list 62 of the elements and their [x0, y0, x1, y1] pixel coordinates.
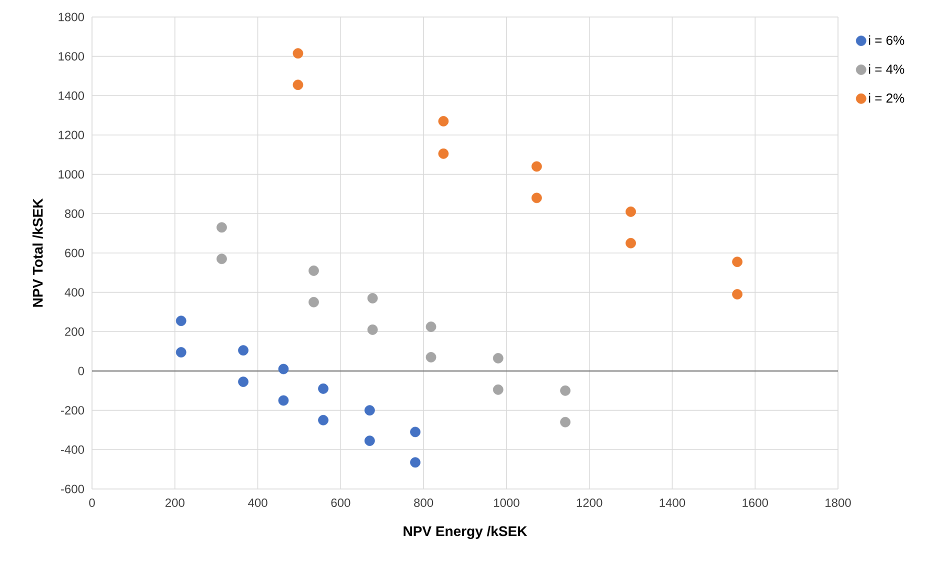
legend-label: i = 2% [868, 93, 904, 103]
x-tick-label: 1400 [660, 498, 686, 508]
point [732, 256, 742, 268]
point [364, 436, 375, 446]
y-tick-label: 1200 [58, 130, 84, 140]
x-axis-title: NPV Energy /kSEK [404, 526, 528, 539]
point [426, 352, 436, 362]
point [216, 254, 227, 264]
point [492, 384, 504, 395]
x-tick-label: 400 [248, 498, 268, 508]
point [318, 414, 328, 426]
y-tick-label: 0 [78, 366, 84, 376]
point [492, 353, 504, 364]
x-tick-label: 0 [89, 498, 95, 508]
point [292, 80, 304, 90]
point [292, 48, 304, 59]
point [532, 161, 542, 172]
point [732, 289, 742, 300]
point [238, 345, 248, 356]
point [367, 293, 378, 304]
y-axis-title: NPV Total /kSEK [32, 198, 43, 307]
point [308, 296, 319, 308]
point [410, 457, 420, 468]
point [278, 395, 289, 406]
x-tick-label: 1800 [826, 498, 851, 508]
point [560, 385, 570, 396]
point [308, 265, 319, 276]
point [176, 347, 186, 358]
y-tick-label: 1600 [58, 52, 84, 61]
legend-label: i = 6% [868, 35, 904, 45]
y-tick-label: 600 [65, 248, 84, 258]
point [532, 192, 542, 204]
point [367, 324, 378, 335]
x-tick-label: 200 [165, 498, 184, 508]
point [560, 416, 570, 428]
y-tick-label: 400 [64, 288, 84, 297]
y-tick-label: 1800 [58, 12, 84, 22]
point [410, 426, 420, 438]
point [238, 376, 248, 388]
y-tick-label: -600 [60, 484, 84, 494]
x-tick-label: 1600 [742, 498, 768, 508]
point [626, 238, 636, 248]
point [216, 222, 227, 233]
point [278, 364, 289, 374]
y-tick-label: -400 [60, 445, 84, 454]
y-tick-label: 1000 [58, 170, 84, 179]
y-tick-label: 800 [64, 209, 84, 218]
point [318, 383, 328, 394]
point [426, 322, 436, 332]
point [364, 405, 375, 416]
point [626, 206, 636, 217]
point [438, 148, 449, 159]
x-tick-label: 600 [331, 498, 350, 508]
y-tick-label: 1400 [58, 91, 84, 100]
x-tick-label: 800 [414, 498, 434, 508]
x-tick-label: 1200 [576, 498, 602, 508]
x-tick-label: 1000 [494, 498, 520, 508]
y-tick-label: -200 [60, 406, 84, 415]
point [176, 316, 186, 326]
legend-label: i = 4% [868, 64, 904, 74]
y-tick-label: 200 [65, 327, 84, 336]
point [438, 116, 449, 126]
